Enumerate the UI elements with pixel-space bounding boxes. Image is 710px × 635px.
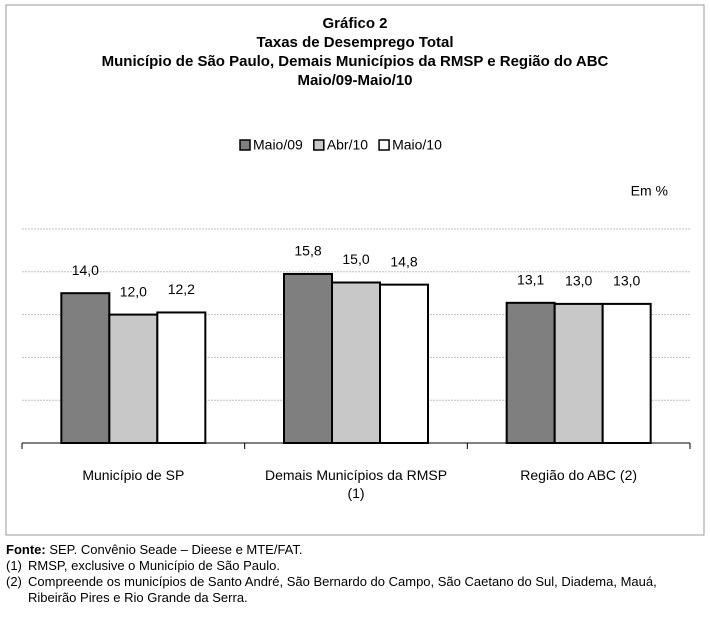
bar bbox=[108, 313, 159, 444]
value-label: 15,0 bbox=[342, 251, 369, 267]
x-tick-label: Região do ABC (2) bbox=[520, 467, 638, 483]
value-label: 13,0 bbox=[565, 273, 592, 289]
value-label: 12,2 bbox=[168, 281, 195, 297]
value-label: 14,0 bbox=[72, 262, 99, 278]
value-label: 12,0 bbox=[120, 283, 147, 299]
chart-frame bbox=[5, 4, 705, 536]
source-label: Fonte: bbox=[6, 542, 46, 557]
chart-title: Maio/09-Maio/10 bbox=[297, 72, 412, 89]
x-tick-label: Município de SP bbox=[82, 467, 185, 483]
chart-title: Gráfico 2 bbox=[322, 15, 387, 32]
bar bbox=[60, 292, 111, 445]
bar bbox=[601, 302, 652, 444]
value-label: 14,8 bbox=[390, 253, 417, 269]
footnotes: Fonte: SEP. Convênio Seade – Dieese e MT… bbox=[6, 542, 706, 606]
chart-title: Taxas de Desemprego Total bbox=[256, 34, 453, 51]
legend-swatch bbox=[313, 139, 325, 151]
note-text: Compreende os municípios de Santo André,… bbox=[28, 574, 657, 605]
bar bbox=[505, 301, 556, 444]
bar bbox=[156, 311, 207, 444]
chart-title: Município de São Paulo, Demais Município… bbox=[102, 53, 609, 70]
unit-label: Em % bbox=[631, 183, 668, 199]
note-text: RMSP, exclusive o Município de São Paulo… bbox=[28, 558, 280, 573]
legend-swatch bbox=[378, 139, 390, 151]
source-text: SEP. Convênio Seade – Dieese e MTE/FAT. bbox=[49, 542, 303, 557]
legend-swatch bbox=[239, 139, 251, 151]
value-label: 13,1 bbox=[517, 272, 544, 288]
bar bbox=[379, 283, 429, 445]
note-marker: (1) bbox=[6, 558, 22, 573]
note: (1) RMSP, exclusive o Município de São Pa… bbox=[6, 558, 706, 574]
legend-label: Abr/10 bbox=[327, 137, 368, 153]
value-label: 13,0 bbox=[613, 273, 640, 289]
bar bbox=[553, 302, 604, 444]
bar bbox=[331, 281, 381, 444]
note-marker: (2) bbox=[6, 574, 22, 589]
source: Fonte: SEP. Convênio Seade – Dieese e MT… bbox=[6, 542, 706, 558]
legend-label: Maio/09 bbox=[253, 137, 303, 153]
bar bbox=[283, 272, 333, 444]
note: (2) Compreende os municípios de Santo And… bbox=[6, 574, 706, 606]
value-label: 15,8 bbox=[294, 243, 321, 259]
x-tick-label: Demais Municípios da RMSP (1) bbox=[264, 467, 448, 501]
legend-label: Maio/10 bbox=[392, 137, 442, 153]
